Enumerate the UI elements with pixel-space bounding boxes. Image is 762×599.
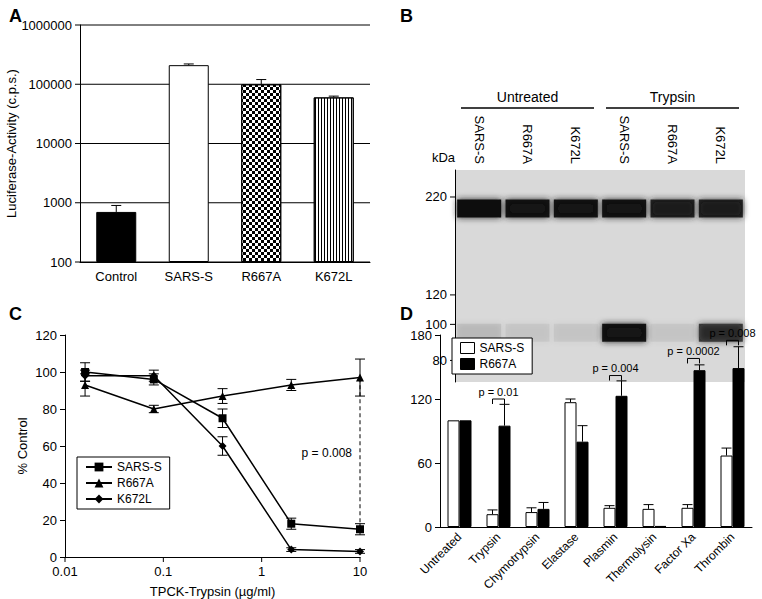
svg-text:100000: 100000 (29, 77, 72, 92)
svg-text:p = 0.004: p = 0.004 (592, 362, 638, 374)
svg-text:100: 100 (35, 365, 57, 380)
svg-text:kDa: kDa (432, 150, 456, 165)
svg-text:K672L: K672L (713, 126, 728, 164)
svg-text:60: 60 (43, 439, 57, 454)
svg-text:100: 100 (425, 317, 447, 332)
svg-text:Elastase: Elastase (539, 530, 582, 573)
svg-text:SARS-S: SARS-S (617, 116, 632, 165)
svg-text:10000: 10000 (36, 136, 72, 151)
svg-text:10: 10 (353, 564, 367, 579)
svg-text:180: 180 (410, 327, 432, 343)
svg-text:1: 1 (258, 564, 265, 579)
svg-text:0: 0 (50, 550, 57, 565)
svg-text:R667A: R667A (665, 124, 680, 164)
svg-text:SARS-S: SARS-S (117, 460, 162, 474)
svg-text:K672L: K672L (315, 269, 353, 284)
svg-text:Thrombin: Thrombin (692, 530, 738, 576)
svg-text:TPCK-Trypsin (µg/ml): TPCK-Trypsin (µg/ml) (150, 584, 275, 599)
svg-text:Untreated: Untreated (417, 530, 464, 577)
svg-text:SARS-S: SARS-S (472, 116, 487, 165)
svg-text:% Control: % Control (15, 417, 30, 474)
svg-text:Control: Control (95, 269, 137, 284)
svg-text:120: 120 (410, 392, 432, 407)
svg-text:R667A: R667A (241, 269, 281, 284)
svg-text:100: 100 (50, 255, 72, 270)
svg-text:220: 220 (425, 189, 447, 204)
svg-text:Trypsin: Trypsin (650, 89, 695, 105)
svg-text:80: 80 (43, 402, 57, 417)
svg-text:A: A (9, 6, 22, 26)
svg-text:120: 120 (425, 287, 447, 302)
svg-text:p = 0.0002: p = 0.0002 (667, 345, 719, 357)
svg-text:R667A: R667A (520, 124, 535, 164)
svg-text:Factor Xa: Factor Xa (652, 530, 699, 577)
svg-text:40: 40 (43, 476, 57, 491)
svg-text:80: 80 (433, 353, 447, 368)
svg-text:SARS-S: SARS-S (165, 269, 214, 284)
svg-text:D: D (400, 304, 413, 324)
svg-text:Trypsin: Trypsin (466, 530, 503, 567)
svg-text:60: 60 (418, 456, 432, 471)
svg-text:R667A: R667A (117, 476, 154, 490)
svg-text:0.01: 0.01 (52, 564, 77, 579)
svg-text:Plasmin: Plasmin (580, 530, 621, 571)
svg-text:p = 0.008: p = 0.008 (709, 327, 755, 339)
svg-text:20: 20 (43, 513, 57, 528)
svg-text:SARS-S: SARS-S (480, 341, 525, 355)
svg-text:B: B (400, 6, 413, 26)
svg-text:Thermolysin: Thermolysin (603, 530, 659, 586)
svg-text:1000000: 1000000 (21, 18, 72, 33)
svg-text:Untreated: Untreated (497, 89, 558, 105)
svg-text:1000: 1000 (43, 195, 72, 210)
svg-text:K672L: K672L (568, 126, 583, 164)
svg-text:p = 0.01: p = 0.01 (478, 386, 518, 398)
svg-text:Chymotrypsin: Chymotrypsin (481, 530, 543, 592)
svg-text:120: 120 (35, 328, 57, 343)
svg-text:K672L: K672L (117, 492, 152, 506)
svg-text:Luciferase-Activity (c.p.s.): Luciferase-Activity (c.p.s.) (4, 69, 19, 218)
svg-text:C: C (9, 304, 22, 324)
svg-text:p = 0.008: p = 0.008 (302, 446, 353, 460)
svg-text:0: 0 (425, 520, 432, 535)
svg-text:R667A: R667A (480, 357, 517, 371)
svg-text:0.1: 0.1 (154, 564, 172, 579)
